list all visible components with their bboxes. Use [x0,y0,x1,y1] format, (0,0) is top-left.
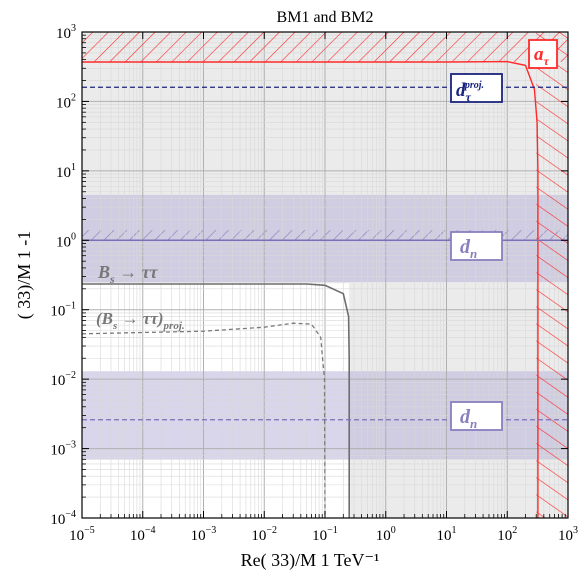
y-tick-label: 10−1 [50,301,76,320]
x-tick-label: 103 [558,525,578,544]
atau-label-box [528,39,558,69]
y-tick-label: 10−3 [50,440,76,459]
y-tick-label: 100 [56,231,76,250]
dn-lower-label: dn [460,406,477,431]
dn-upper-label-box [450,231,503,261]
curve-a-tau [82,60,539,518]
y-axis-title: ( 33)/M 1 -1 [14,231,35,320]
x-tick-label: 10−3 [191,525,217,544]
x-tick-label: 10−5 [69,525,95,544]
dtau-proj-label-box [450,73,503,103]
x-tick-label: 101 [437,525,457,544]
curve-bs-dashed [82,322,326,518]
atau-label: aτ [534,44,550,68]
atau-right-hatch [536,32,568,518]
chart-title: BM1 and BM2 [277,9,374,26]
y-tick-label: 103 [56,23,76,42]
y-tick-label: 10−2 [50,370,76,389]
dn-upper-label: dn [460,236,477,261]
bs-tautau-proj-label: (Bs → ττ)proj. [96,309,185,332]
y-tick-label: 101 [56,162,76,181]
bs-tautau-label: Bs → ττ [97,262,159,286]
ticks-layer [81,31,569,519]
x-tick-label: 10−1 [312,525,338,544]
dn-lower-label-box [450,401,503,431]
curve-bs-solid [82,283,350,518]
x-axis-title: Re( 33)/M 1 TeV⁻¹ [241,550,380,571]
y-tick-label: 102 [56,92,76,111]
plot-area [82,32,568,518]
x-tick-label: 102 [497,525,517,544]
x-tick-label: 100 [376,525,396,544]
labels-layer: 10−5 10−4 10−3 10−2 10−1 100 101 102 10310−410−3… [50,23,578,544]
x-tick-label: 10−4 [130,525,156,544]
x-tick-label: 10−2 [251,525,277,544]
dtau-proj-label: dτproj. [456,80,484,104]
y-tick-label: 10−4 [50,509,76,528]
